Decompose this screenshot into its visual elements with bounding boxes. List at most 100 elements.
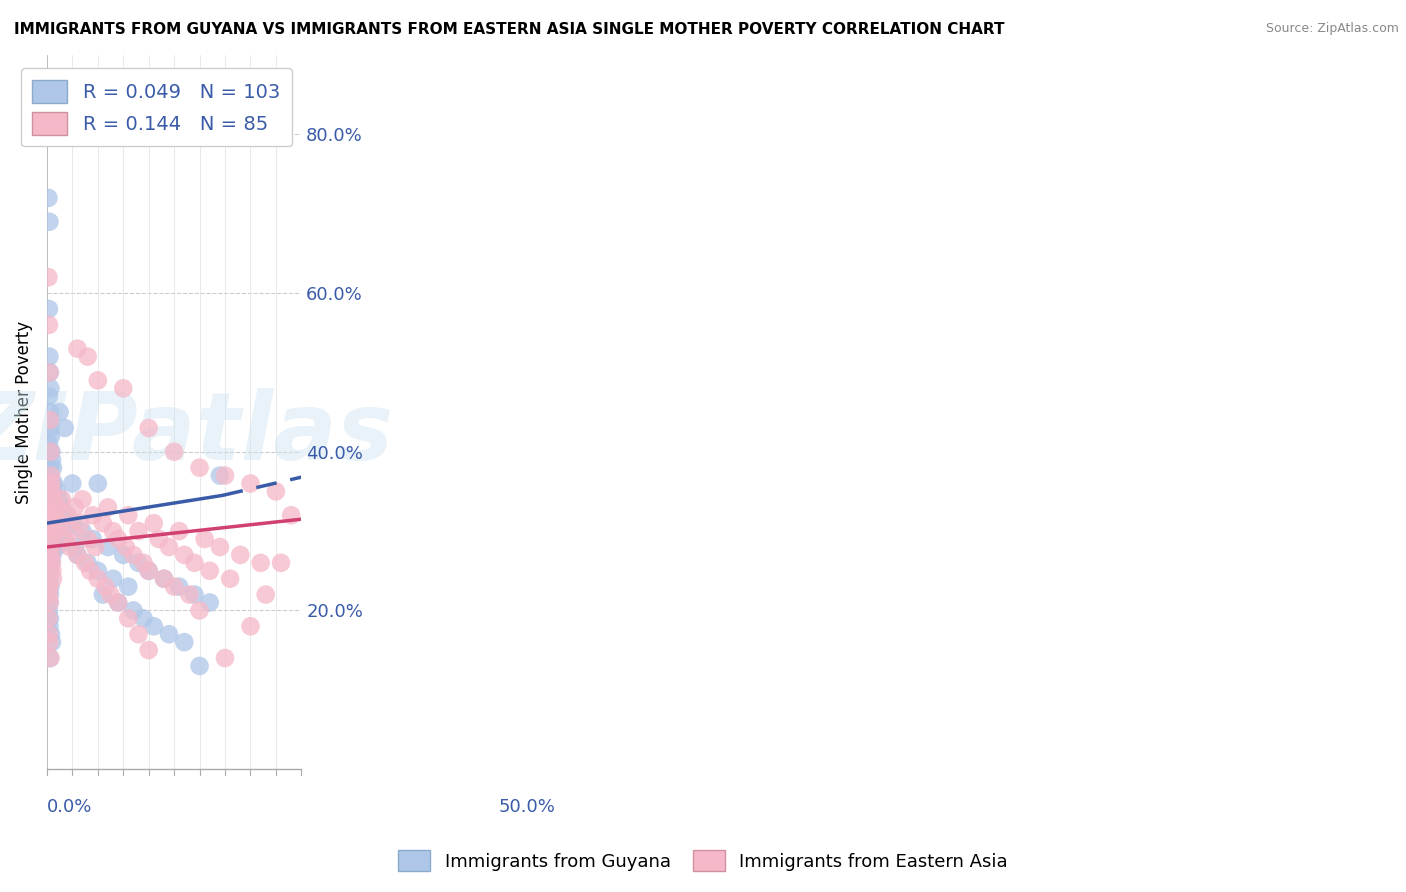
Point — [48, 516, 70, 531]
Text: 50.0%: 50.0% — [499, 797, 555, 815]
Text: Source: ZipAtlas.com: Source: ZipAtlas.com — [1265, 22, 1399, 36]
Point — [63, 500, 86, 515]
Point — [38, 540, 60, 554]
Point — [45, 508, 67, 523]
Point — [41, 524, 63, 538]
Point — [38, 413, 60, 427]
Point — [280, 508, 302, 523]
Point — [39, 366, 62, 380]
Point — [91, 516, 114, 531]
Point — [39, 548, 62, 562]
Point — [72, 492, 94, 507]
Point — [38, 548, 60, 562]
Point — [39, 595, 62, 609]
Point — [39, 540, 62, 554]
Point — [72, 524, 94, 538]
Point — [38, 572, 60, 586]
Text: IMMIGRANTS FROM GUYANA VS IMMIGRANTS FROM EASTERN ASIA SINGLE MOTHER POVERTY COR: IMMIGRANTS FROM GUYANA VS IMMIGRANTS FRO… — [14, 22, 1004, 37]
Point — [270, 556, 292, 570]
Point — [73, 556, 96, 570]
Point — [132, 611, 155, 625]
Point — [107, 595, 129, 609]
Point — [41, 500, 63, 515]
Point — [38, 635, 60, 649]
Point — [42, 476, 65, 491]
Point — [39, 444, 62, 458]
Point — [39, 580, 62, 594]
Point — [107, 532, 129, 546]
Point — [91, 588, 114, 602]
Point — [39, 651, 62, 665]
Point — [39, 532, 62, 546]
Point — [138, 564, 160, 578]
Point — [38, 460, 60, 475]
Point — [38, 318, 60, 332]
Point — [138, 643, 160, 657]
Point — [117, 508, 139, 523]
Point — [239, 476, 262, 491]
Point — [214, 468, 236, 483]
Point — [66, 342, 89, 356]
Point — [249, 556, 271, 570]
Point — [39, 468, 62, 483]
Point — [188, 460, 211, 475]
Point — [82, 532, 104, 546]
Point — [79, 564, 101, 578]
Point — [39, 381, 62, 395]
Point — [37, 524, 59, 538]
Point — [38, 492, 60, 507]
Point — [167, 580, 190, 594]
Point — [48, 405, 70, 419]
Point — [188, 603, 211, 617]
Point — [46, 484, 69, 499]
Point — [60, 516, 83, 531]
Point — [101, 572, 124, 586]
Point — [76, 350, 98, 364]
Y-axis label: Single Mother Poverty: Single Mother Poverty — [15, 320, 32, 504]
Point — [38, 437, 60, 451]
Point — [39, 492, 62, 507]
Legend: Immigrants from Guyana, Immigrants from Eastern Asia: Immigrants from Guyana, Immigrants from … — [391, 843, 1015, 879]
Point — [38, 389, 60, 403]
Point — [87, 476, 110, 491]
Point — [157, 540, 180, 554]
Point — [117, 611, 139, 625]
Point — [42, 508, 65, 523]
Point — [53, 532, 76, 546]
Point — [37, 611, 59, 625]
Point — [122, 603, 145, 617]
Point — [97, 500, 120, 515]
Point — [39, 413, 62, 427]
Point — [37, 191, 59, 205]
Point — [163, 580, 186, 594]
Point — [117, 580, 139, 594]
Point — [39, 444, 62, 458]
Point — [41, 635, 63, 649]
Point — [38, 595, 60, 609]
Point — [42, 572, 65, 586]
Point — [51, 492, 73, 507]
Point — [163, 444, 186, 458]
Point — [39, 588, 62, 602]
Point — [39, 468, 62, 483]
Point — [39, 651, 62, 665]
Point — [173, 548, 195, 562]
Point — [66, 548, 89, 562]
Point — [44, 492, 66, 507]
Point — [97, 540, 120, 554]
Point — [37, 270, 59, 285]
Point — [53, 524, 76, 538]
Point — [38, 524, 60, 538]
Point — [107, 595, 129, 609]
Point — [142, 619, 165, 633]
Point — [76, 556, 98, 570]
Point — [84, 540, 107, 554]
Point — [42, 492, 65, 507]
Point — [59, 540, 82, 554]
Point — [53, 421, 76, 435]
Point — [39, 627, 62, 641]
Point — [128, 556, 150, 570]
Point — [138, 564, 160, 578]
Point — [219, 572, 242, 586]
Point — [38, 588, 60, 602]
